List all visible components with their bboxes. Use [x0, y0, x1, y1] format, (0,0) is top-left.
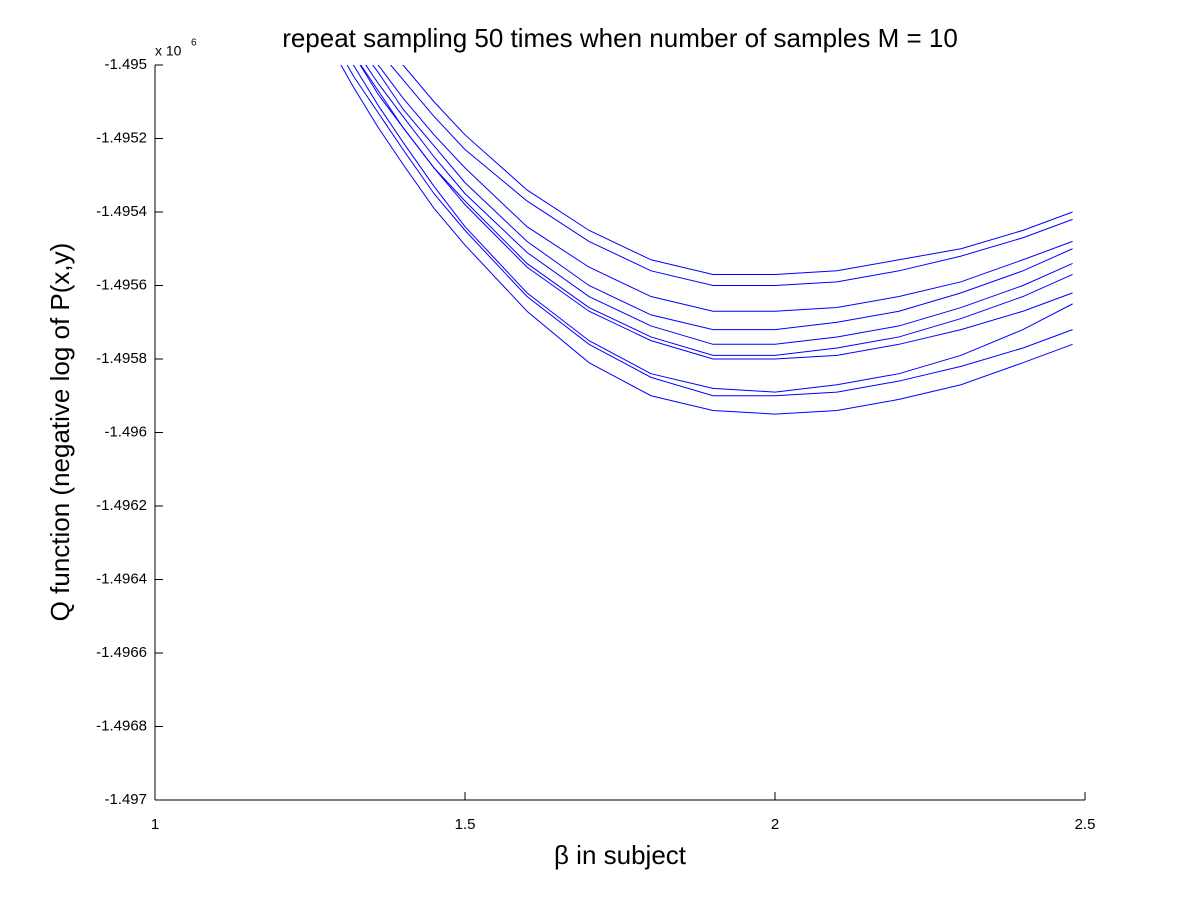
x-tick-label: 2.5 [1075, 816, 1096, 833]
y-tick-label: -1.4958 [96, 350, 147, 367]
y-tick-label: -1.495 [104, 56, 147, 73]
series-line [352, 65, 1073, 393]
y-exponent-base: x 10 [155, 43, 182, 59]
y-tick-label: -1.4962 [96, 497, 147, 514]
series-line [389, 65, 1073, 286]
plot-area [340, 65, 1073, 415]
series-line [377, 65, 1073, 312]
y-tick-label: -1.4954 [96, 203, 147, 220]
series-line [365, 65, 1073, 345]
y-tick-label: -1.4964 [96, 570, 147, 587]
x-tick-label: 2 [771, 816, 779, 833]
y-axis-label: Q function (negative log of P(x,y) [45, 243, 75, 622]
y-tick-label: -1.496 [104, 423, 147, 440]
y-tick-label: -1.4956 [96, 276, 147, 293]
x-axis-label: β in subject [554, 840, 687, 870]
y-tick-label: -1.497 [104, 791, 147, 808]
x-tick-label: 1 [151, 816, 159, 833]
series-line [360, 65, 1073, 356]
y-tick-label: -1.4952 [96, 129, 147, 146]
series-line [359, 65, 1073, 360]
series-line [372, 65, 1073, 331]
y-tick-label: -1.4966 [96, 644, 147, 661]
series-line [346, 65, 1073, 397]
chart-title: repeat sampling 50 times when number of … [282, 23, 958, 53]
y-tick-label: -1.4968 [96, 717, 147, 734]
series-line [340, 65, 1073, 415]
y-exponent: 6 [191, 38, 197, 49]
series-line [402, 65, 1073, 275]
x-tick-label: 1.5 [455, 816, 476, 833]
